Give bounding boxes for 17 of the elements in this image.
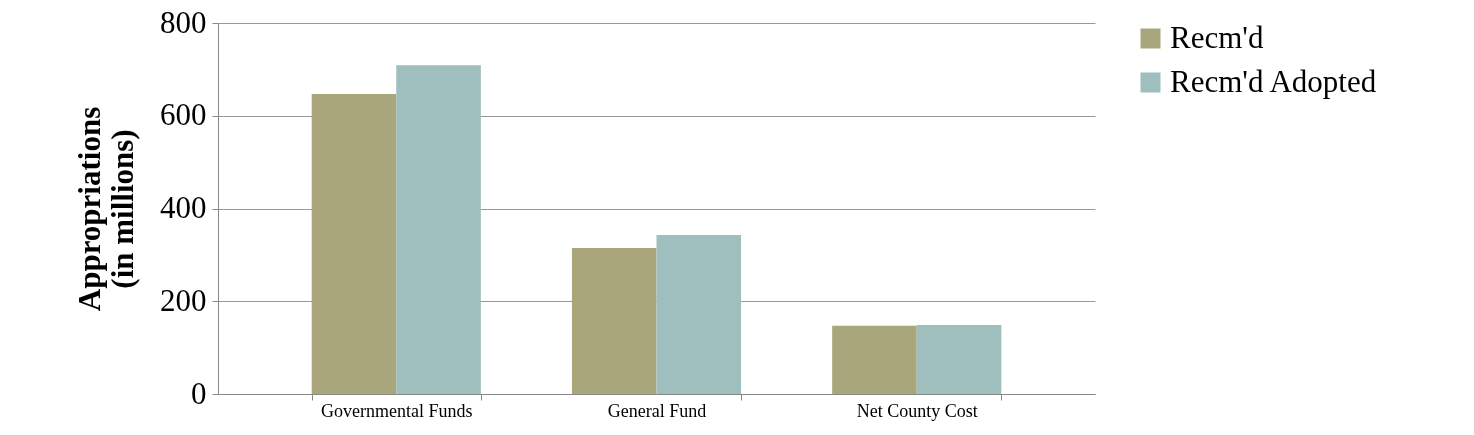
- x-tick-label: Governmental Funds: [321, 400, 473, 421]
- bar: [656, 234, 742, 394]
- legend-label: Recm'd: [1170, 19, 1264, 55]
- bar: [311, 93, 397, 394]
- bar: [832, 325, 917, 394]
- x-tick-label: Net County Cost: [856, 400, 978, 421]
- bar: [396, 65, 481, 394]
- y-tick-label: 800: [160, 4, 207, 40]
- bar: [916, 324, 1002, 394]
- y-axis-title: Appropriations (in millions): [72, 106, 140, 312]
- y-tick-label: 200: [160, 282, 207, 318]
- y-tick-label: 400: [160, 190, 207, 225]
- legend-label: Recm'd Adopted: [1170, 63, 1377, 99]
- y-tick-label: 0: [191, 375, 207, 411]
- x-tick-label: General Fund: [607, 400, 707, 421]
- bar: [571, 247, 657, 394]
- y-tick-label: 600: [160, 97, 207, 133]
